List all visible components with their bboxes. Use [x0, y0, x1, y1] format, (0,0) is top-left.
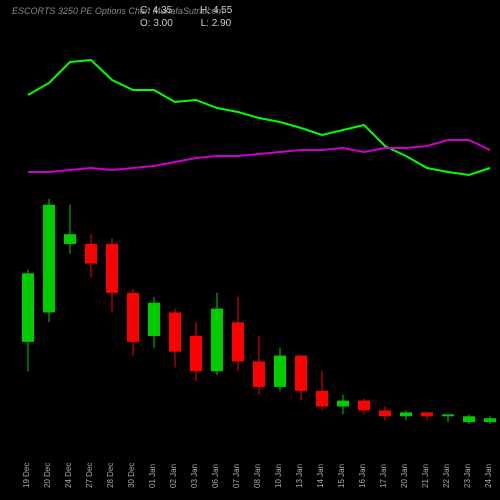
candle-up [442, 414, 454, 416]
candle-down [85, 244, 97, 264]
candle-down [316, 391, 328, 407]
line-green [28, 60, 490, 175]
x-axis-label: 30 Dec [127, 463, 136, 488]
x-axis-label: 03 Jan [190, 464, 199, 488]
candle-down [253, 361, 265, 386]
x-axis-label: 08 Jan [253, 464, 262, 488]
candle-down [421, 412, 433, 416]
candle-down [379, 410, 391, 416]
x-axis-label: 14 Jan [316, 464, 325, 488]
candle-down [190, 336, 202, 371]
x-axis-label: 02 Jan [169, 464, 178, 488]
chart-svg [0, 0, 500, 500]
x-axis-label: 21 Jan [421, 464, 430, 488]
x-axis-label: 13 Jan [295, 464, 304, 488]
candle-up [274, 356, 286, 387]
x-axis-label: 24 Jan [484, 464, 493, 488]
x-axis-label: 15 Jan [337, 464, 346, 488]
candle-down [169, 313, 181, 352]
x-axis-label: 20 Dec [43, 463, 52, 488]
candle-up [43, 205, 55, 313]
candle-down [295, 356, 307, 391]
x-axis-label: 16 Jan [358, 464, 367, 488]
line-magenta [28, 140, 490, 172]
candle-up [400, 412, 412, 416]
candle-up [484, 418, 496, 422]
x-axis-label: 06 Jan [211, 464, 220, 488]
x-axis-label: 10 Jan [274, 464, 283, 488]
candle-up [211, 309, 223, 372]
x-axis-label: 17 Jan [379, 464, 388, 488]
candle-down [232, 322, 244, 361]
candle-up [337, 401, 349, 407]
x-axis-label: 20 Jan [400, 464, 409, 488]
candle-up [463, 416, 475, 422]
chart-container: ESCORTS 3250 PE Options Chart MunafaSutr… [0, 0, 500, 500]
candle-up [64, 234, 76, 244]
x-axis-label: 07 Jan [232, 464, 241, 488]
x-axis-label: 19 Dec [22, 463, 31, 488]
x-axis-label: 24 Dec [64, 463, 73, 488]
candle-down [106, 244, 118, 293]
candle-up [22, 273, 34, 342]
x-axis-label: 22 Jan [442, 464, 451, 488]
x-axis-label: 28 Dec [106, 463, 115, 488]
candle-up [148, 303, 160, 336]
x-axis-label: 27 Dec [85, 463, 94, 488]
candle-down [358, 401, 370, 411]
x-axis-label: 23 Jan [463, 464, 472, 488]
x-axis-labels: 19 Dec 20 Dec 24 Dec 27 Dec 28 Dec 30 Dec 01 J… [0, 440, 500, 500]
x-axis-label: 01 Jan [148, 464, 157, 488]
candle-down [127, 293, 139, 342]
